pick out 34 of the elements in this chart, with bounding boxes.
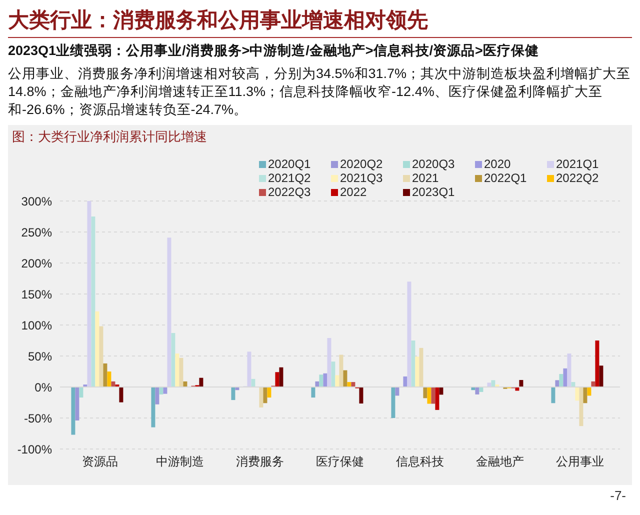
- legend-label: 2021: [412, 171, 439, 185]
- text: -7-: [610, 488, 626, 503]
- x-tick-label: 消费服务: [236, 454, 284, 469]
- legend-label: 2021Q1: [556, 157, 599, 171]
- y-tick-label: -50%: [24, 411, 52, 426]
- y-tick-label: 300%: [21, 194, 52, 208]
- y-tick-label: 50%: [28, 349, 52, 364]
- legend-label: 2020Q3: [412, 157, 455, 171]
- y-tick-label: -100%: [17, 442, 52, 456]
- x-tick-label: 资源品: [82, 454, 118, 469]
- legend-label: 2023Q1: [412, 185, 455, 199]
- x-tick-label: 金融地产: [476, 454, 524, 469]
- y-tick-label: 150%: [21, 287, 52, 302]
- text: 公用事业、消费服务净利润增速相对较高，分别为34.5%和31.7%；其次中游制造板块盈利增幅扩大至14.8%；金融地产净利润增速转正至11.3%；信息科技降幅收窄-12.4%、医疗保健盈利降幅扩大至和-26.6%；资源品增速转负至-24.7%。: [8, 65, 632, 119]
- legend-label: 2020: [484, 157, 511, 171]
- legend-label: 2022Q2: [556, 171, 599, 185]
- legend-label: 2020Q1: [268, 157, 311, 171]
- chart-title: 大类行业：消费服务和公用事业增速相对领先: [8, 6, 632, 38]
- text: 图：大类行业净利润累计同比增速: [11, 128, 208, 146]
- x-tick-label: 中游制造: [156, 454, 204, 469]
- x-tick-label: 信息科技: [396, 454, 444, 469]
- legend-label: 2022Q1: [484, 171, 527, 185]
- y-tick-label: 100%: [21, 318, 52, 332]
- legend-label: 2021Q2: [268, 171, 311, 185]
- y-tick-label: 200%: [21, 256, 52, 270]
- legend-label: 2021Q3: [340, 171, 383, 185]
- y-tick-label: 0%: [34, 380, 52, 394]
- legend-label: 2020Q2: [340, 157, 383, 171]
- x-tick-label: 医疗保健: [316, 454, 364, 469]
- y-tick-label: 250%: [21, 225, 52, 240]
- legend-label: 2022: [340, 185, 367, 199]
- x-tick-label: 公用事业: [556, 454, 604, 469]
- chart-subtitle: 2023Q1业绩强弱：公用事业/消费服务>中游制造/金融地产>信息科技/资源品>医疗保健: [8, 42, 540, 60]
- legend-label: 2022Q3: [268, 185, 311, 199]
